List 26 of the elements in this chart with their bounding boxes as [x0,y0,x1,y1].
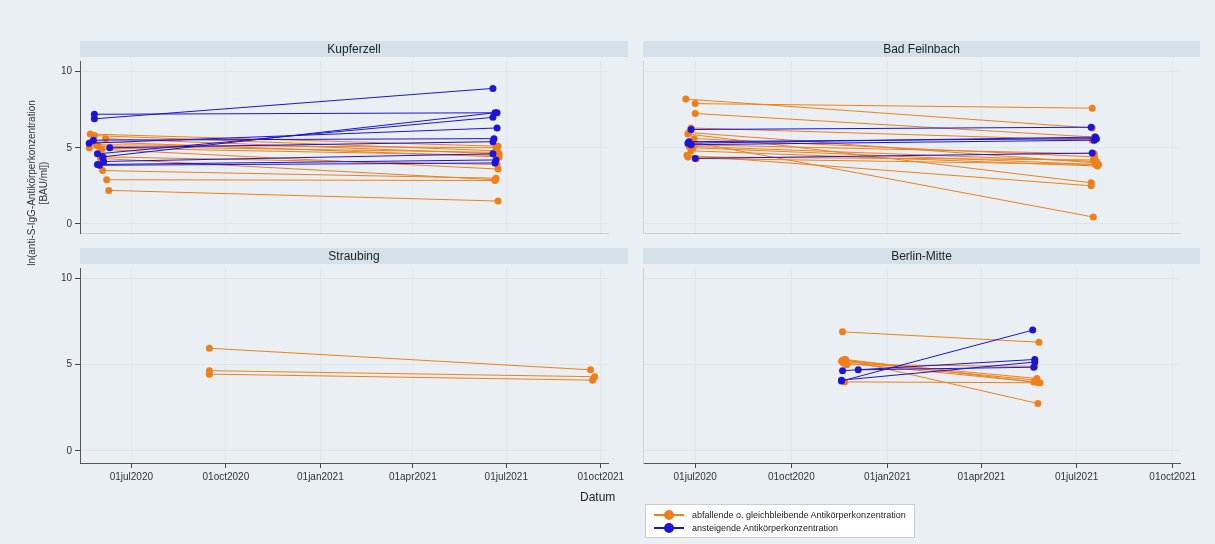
chart-title: Kupferzell [80,41,628,57]
chart-title: Straubing [80,248,628,264]
x-tick-label: 01apr2021 [388,470,438,482]
legend-label: abfallende o. gleichbleibende Antikörperkonzentration [692,509,906,520]
x-tick-label: 01apr2021 [957,470,1006,482]
x-tick-label: 01oct2020 [767,470,816,482]
y-tick-label: 0 [66,444,73,456]
x-tick-label: 01jul2021 [484,470,529,482]
x-tick-label: 01jan2021 [864,470,912,482]
x-tick-label: 01jul2020 [673,470,718,482]
x-tick-label: 01jan2021 [297,470,345,482]
x-axis-title: Datum [580,490,616,504]
x-tick-label: 01jul2020 [109,470,154,482]
chart-title: Bad Feilnbach [643,41,1200,57]
x-tick-label: 01jul2021 [1054,470,1099,482]
y-tick-label: 10 [60,65,73,77]
y-tick-label: 10 [60,272,73,284]
x-tick-label: 01oct2021 [1149,470,1197,482]
y-tick-label: 5 [66,141,73,153]
y-tick-label: 5 [66,358,73,370]
legend-label: ansteigende Antikörperkonzentration [692,522,839,533]
x-tick-label: 01oct2021 [577,470,625,482]
y-axis-title: ln(anti-S-IgG-Antikörperkonzentration [BAU/ml]) [26,99,50,268]
y-tick-label: 0 [66,217,73,229]
x-tick-label: 01oct2020 [202,470,250,482]
chart-title: Berlin-Mitte [643,248,1200,264]
